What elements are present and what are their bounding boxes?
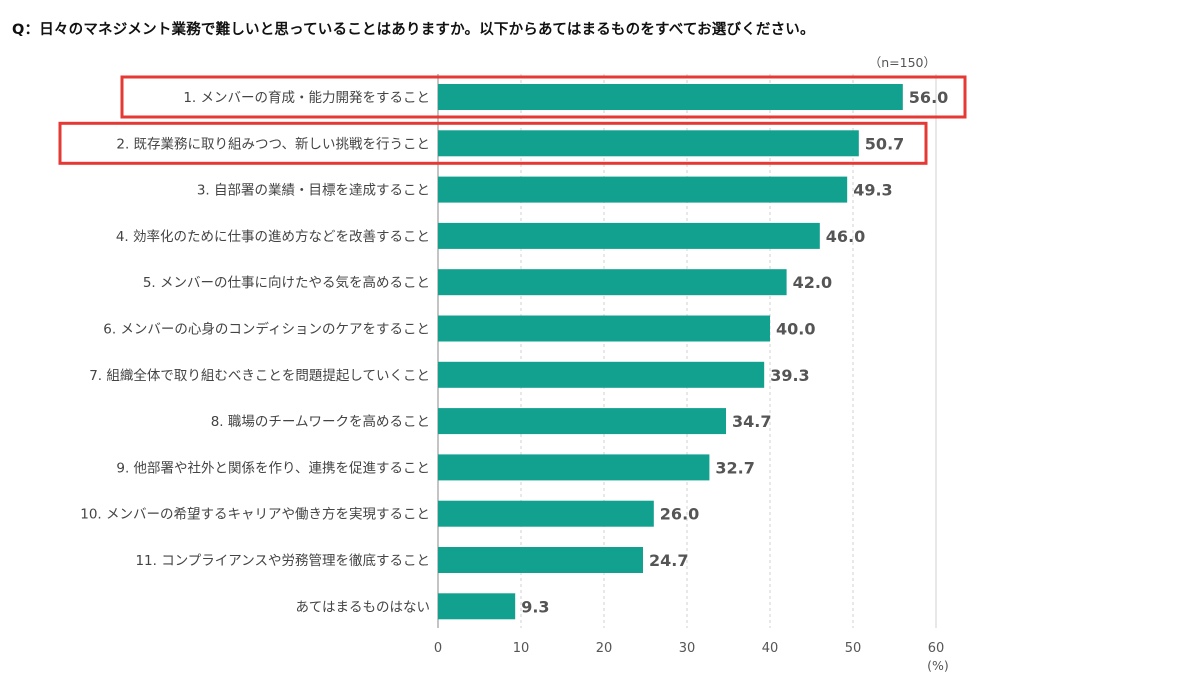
- value-label: 40.0: [776, 320, 815, 339]
- unit-label: (%): [927, 658, 949, 673]
- category-label: 7. 組織全体で取り組むべきことを問題提起していくこと: [89, 367, 430, 384]
- x-tick-label: 20: [596, 641, 613, 656]
- category-label: 4. 効率化のために仕事の進め方などを改善すること: [116, 228, 430, 245]
- category-label: 6. メンバーの心身のコンディションのケアをすること: [103, 321, 430, 338]
- bars: [438, 84, 903, 620]
- value-label: 34.7: [732, 412, 771, 431]
- value-label: 26.0: [660, 505, 699, 524]
- highlight-boxes: [58, 75, 967, 165]
- value-label: 46.0: [826, 227, 865, 246]
- category-label: 1. メンバーの育成・能力開発をすること: [183, 90, 430, 106]
- question-title: Q：日々のマネジメント業務で難しいと思っていることはありますか。以下からあてはま…: [12, 22, 815, 38]
- sample-size-label: （n=150）: [869, 55, 936, 70]
- value-label: 32.7: [715, 458, 754, 477]
- highlight-box: [58, 121, 928, 165]
- value-label: 24.7: [649, 551, 688, 570]
- bar: [438, 269, 787, 296]
- value-label: 50.7: [865, 134, 904, 153]
- category-label: 8. 職場のチームワークを高めること: [211, 413, 430, 430]
- bar: [438, 315, 770, 342]
- bar: [438, 593, 516, 620]
- bar: [438, 408, 727, 435]
- category-label: 3. 自部署の業績・目標を達成すること: [197, 183, 430, 199]
- x-tick-label: 40: [762, 641, 779, 656]
- highlight-box: [120, 75, 967, 119]
- category-label: 2. 既存業務に取り組みつつ、新しい挑戦を行うこと: [116, 136, 430, 152]
- bar: [438, 454, 710, 481]
- category-label: 10. メンバーの希望するキャリアや働き方を実現すること: [80, 507, 430, 523]
- x-tick-label: 60: [928, 641, 945, 656]
- value-label: 56.0: [909, 88, 948, 107]
- category-label: 9. 他部署や社外と関係を作り、連携を促進すること: [116, 460, 430, 476]
- bar: [438, 361, 765, 388]
- category-label: あてはまるものはない: [296, 599, 430, 615]
- x-tick-label: 30: [679, 641, 696, 656]
- category-labels: 1. メンバーの育成・能力開発をすること 2. 既存業務に取り組みつつ、新しい挑戦…: [80, 90, 430, 615]
- value-label: 39.3: [770, 366, 809, 385]
- value-label: 49.3: [853, 181, 892, 200]
- bar: [438, 84, 903, 110]
- bar: [438, 547, 644, 573]
- bar: [438, 130, 859, 157]
- category-label: 11. コンプライアンスや労務管理を徹底すること: [135, 553, 430, 569]
- bar: [438, 500, 654, 527]
- value-labels: 56.0 50.7 49.3 46.0 42.0 40.0 39.3 34.7 32.7 26.0…: [521, 88, 948, 616]
- grid-lines: [437, 74, 937, 628]
- bar: [438, 176, 848, 203]
- value-label: 42.0: [793, 273, 832, 292]
- value-label: 9.3: [521, 597, 549, 616]
- category-label: 5. メンバーの仕事に向けたやる気を高めること: [143, 274, 430, 291]
- x-tick-label: 0: [434, 641, 442, 656]
- x-tick-label: 10: [513, 641, 530, 656]
- bar: [438, 222, 820, 249]
- x-axis-ticks: 0 10 20 30 40 50 60: [434, 641, 944, 656]
- x-tick-label: 50: [845, 641, 862, 656]
